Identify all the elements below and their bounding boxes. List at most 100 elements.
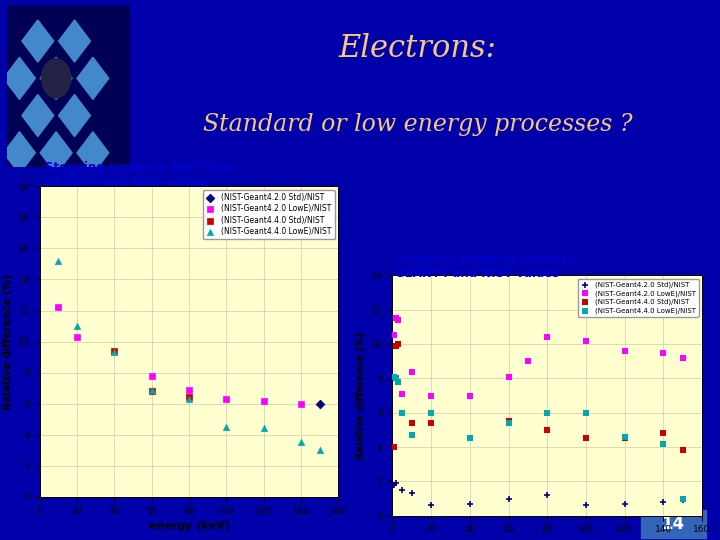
- (NIST-Geant4.4.0 Std)/NIST: [389, 443, 400, 451]
- Bar: [0, 171, 720, 172]
- Bar: [0, 171, 720, 172]
- (NIST-Geant4.2.0 LowE)/NIST: [541, 333, 553, 341]
- Bar: [0, 171, 720, 172]
- Bar: [0, 171, 720, 172]
- Bar: [0, 172, 720, 173]
- (NIST-Geant4.4.0 LowE)/NIST: [314, 446, 325, 455]
- Polygon shape: [58, 20, 91, 62]
- Bar: [0, 172, 720, 173]
- (NIST-Geant4.2.0 Std)/NIST: [619, 500, 631, 508]
- Bar: [0, 171, 720, 172]
- (NIST-Geant4.4.0 LowE)/NIST: [541, 408, 553, 417]
- Bar: [641, 510, 706, 538]
- Bar: [0, 172, 720, 173]
- Bar: [0, 171, 720, 172]
- Circle shape: [42, 59, 71, 98]
- (NIST-Geant4.2.0 LowE)/NIST: [389, 331, 400, 340]
- Polygon shape: [77, 132, 109, 174]
- Bar: [0, 172, 720, 173]
- Bar: [0, 172, 720, 173]
- Bar: [0, 171, 720, 172]
- Bar: [0, 172, 720, 173]
- (NIST-Geant4.2.0 Std)/NIST: [503, 494, 514, 503]
- Bar: [0, 172, 720, 173]
- Bar: [0, 171, 720, 172]
- Text: Stopping power in NaI(Tl) in: Stopping power in NaI(Tl) in: [45, 161, 233, 174]
- Bar: [0, 171, 720, 172]
- Bar: [0, 171, 720, 172]
- (NIST-Geant4.4.0 LowE)/NIST: [389, 373, 400, 381]
- (NIST-Geant4.4.0 Std)/NIST: [619, 434, 631, 443]
- Bar: [0, 171, 720, 172]
- (NIST-Geant4.4.0 LowE)/NIST: [109, 348, 120, 357]
- Bar: [0, 172, 720, 173]
- Bar: [0, 171, 720, 172]
- Bar: [0, 172, 720, 173]
- Bar: [0, 171, 720, 172]
- (NIST-Geant4.4.0 LowE)/NIST: [426, 408, 437, 417]
- (NIST-Geant4.4.0 LowE)/NIST: [396, 408, 408, 417]
- (NIST-Geant4.2.0 LowE)/NIST: [677, 354, 688, 362]
- (NIST-Geant4.4.0 LowE)/NIST: [146, 386, 158, 394]
- Bar: [0, 171, 720, 172]
- (NIST-Geant4.2.0 LowE)/NIST: [53, 303, 64, 312]
- Bar: [0, 171, 720, 172]
- Polygon shape: [22, 94, 54, 137]
- Bar: [0, 171, 720, 172]
- Bar: [0, 171, 720, 172]
- Bar: [0, 172, 720, 173]
- (NIST-Geant4.4.0 Std)/NIST: [183, 393, 194, 402]
- (NIST-Geant4.4.0 Std)/NIST: [657, 429, 669, 437]
- Bar: [0, 172, 720, 173]
- Bar: [0, 172, 720, 173]
- Bar: [0, 172, 720, 173]
- Bar: [0, 171, 720, 172]
- (NIST-Geant4.2.0 LowE)/NIST: [580, 336, 592, 345]
- Bar: [0, 171, 720, 172]
- Bar: [0, 171, 720, 172]
- (NIST-Geant4.2.0 LowE)/NIST: [390, 314, 402, 322]
- Bar: [0, 171, 720, 172]
- (NIST-Geant4.2.0 LowE)/NIST: [657, 348, 669, 357]
- (NIST-Geant4.4.0 LowE)/NIST: [580, 408, 592, 417]
- Bar: [0, 172, 720, 173]
- (NIST-Geant4.2.0 LowE)/NIST: [396, 389, 408, 398]
- Bar: [0, 171, 720, 172]
- (NIST-Geant4.4.0 LowE)/NIST: [295, 438, 307, 447]
- (NIST-Geant4.4.0 Std)/NIST: [677, 446, 688, 455]
- (NIST-Geant4.2.0 LowE)/NIST: [314, 198, 325, 206]
- Bar: [0, 171, 720, 172]
- Bar: [0, 172, 720, 173]
- Bar: [0, 171, 720, 172]
- Bar: [0, 172, 720, 173]
- (NIST-Geant4.4.0 Std)/NIST: [464, 434, 476, 443]
- Bar: [0, 171, 720, 172]
- Bar: [0, 172, 720, 173]
- (NIST-Geant4.2.0 Std)/NIST: [677, 496, 688, 504]
- Bar: [0, 172, 720, 173]
- Text: Electrons:: Electrons:: [338, 33, 497, 64]
- Bar: [0, 171, 720, 172]
- Bar: [0, 172, 720, 173]
- Bar: [0, 172, 720, 173]
- Bar: [0, 171, 720, 172]
- (NIST-Geant4.4.0 LowE)/NIST: [220, 423, 232, 431]
- Bar: [0, 171, 720, 172]
- Bar: [0, 172, 720, 173]
- Bar: [0, 171, 720, 172]
- Polygon shape: [40, 132, 72, 174]
- (NIST-Geant4.4.0 LowE)/NIST: [53, 256, 64, 265]
- (NIST-Geant4.4.0 Std)/NIST: [503, 417, 514, 426]
- Bar: [0, 171, 720, 172]
- (NIST-Geant4.2.0 Std)/NIST: [314, 400, 325, 408]
- Bar: [0, 171, 720, 172]
- X-axis label: energy (keV): energy (keV): [148, 521, 230, 531]
- Bar: [0, 171, 720, 172]
- Text: 14: 14: [662, 515, 685, 533]
- Bar: [0, 171, 720, 172]
- Bar: [0, 171, 720, 172]
- Bar: [0, 172, 720, 173]
- (NIST-Geant4.4.0 LowE)/NIST: [406, 431, 418, 440]
- (NIST-Geant4.4.0 Std)/NIST: [406, 418, 418, 427]
- (NIST-Geant4.4.0 LowE)/NIST: [392, 377, 404, 386]
